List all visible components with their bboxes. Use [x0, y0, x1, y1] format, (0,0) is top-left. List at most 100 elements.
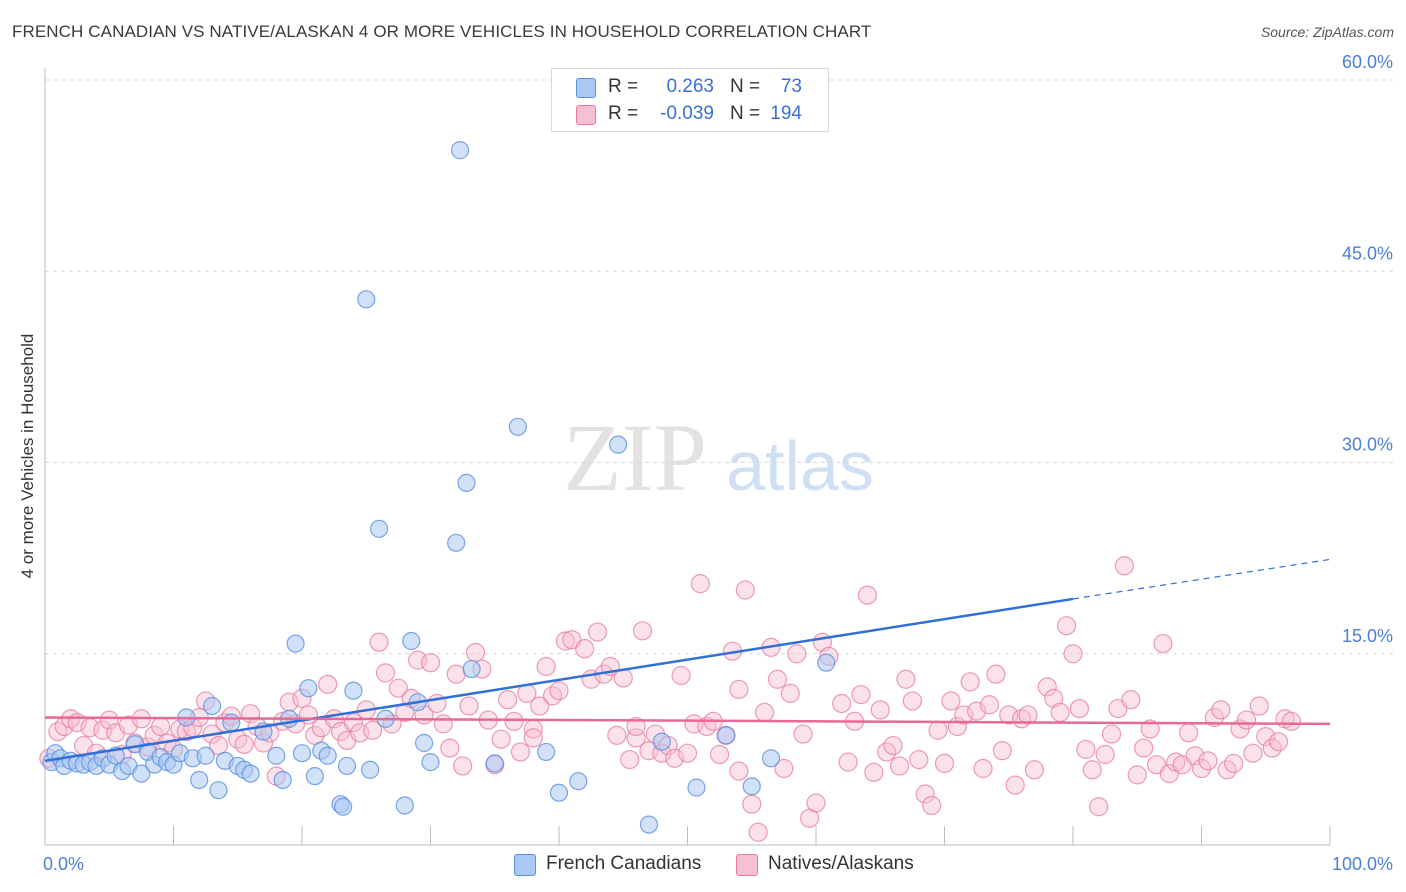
n-value: 73: [780, 76, 802, 97]
data-point-natives-alaskans: [787, 644, 807, 664]
data-point-natives-alaskans: [960, 672, 980, 692]
data-point-french-canadians: [305, 767, 324, 786]
data-point-natives-alaskans: [530, 696, 550, 716]
data-point-french-canadians: [370, 519, 389, 538]
n-label: N =: [730, 76, 761, 97]
data-point-french-canadians: [337, 756, 357, 776]
data-point-french-canadians: [318, 746, 337, 765]
data-point-french-canadians: [742, 777, 761, 796]
stats-row-blue: R = 0.263 N = 73: [552, 74, 828, 100]
data-point-french-canadians: [485, 754, 504, 773]
data-point-natives-alaskans: [607, 725, 627, 745]
data-point-natives-alaskans: [806, 793, 826, 813]
data-point-natives-alaskans: [690, 574, 710, 594]
x-tick-label: 0.0%: [43, 854, 84, 874]
data-point-natives-alaskans: [1095, 744, 1115, 765]
data-point-natives-alaskans: [1082, 760, 1102, 780]
data-point-natives-alaskans: [375, 663, 396, 683]
data-point-natives-alaskans: [498, 690, 518, 710]
data-point-natives-alaskans: [1044, 688, 1064, 708]
data-point-natives-alaskans: [710, 744, 730, 765]
y-tick-label: 45.0%: [1342, 243, 1393, 263]
data-point-natives-alaskans: [979, 695, 1000, 715]
legend-swatch-blue: [514, 854, 536, 876]
n-value: 194: [770, 103, 802, 124]
data-point-french-canadians: [817, 653, 836, 672]
data-point-natives-alaskans: [1191, 758, 1212, 779]
data-point-french-canadians: [687, 778, 706, 797]
data-point-natives-alaskans: [491, 729, 511, 749]
data-point-french-canadians: [414, 733, 434, 753]
data-point-natives-alaskans: [832, 693, 852, 714]
data-point-natives-alaskans: [1256, 727, 1276, 747]
data-point-natives-alaskans: [1198, 751, 1218, 771]
data-point-natives-alaskans: [1121, 690, 1141, 710]
data-point-natives-alaskans: [1243, 743, 1263, 763]
data-point-natives-alaskans: [774, 758, 794, 779]
data-point-natives-alaskans: [48, 721, 68, 742]
data-point-natives-alaskans: [767, 669, 788, 689]
data-point-french-canadians: [190, 770, 209, 790]
data-point-natives-alaskans: [1204, 707, 1224, 728]
data-point-french-canadians: [132, 764, 151, 783]
data-point-natives-alaskans: [151, 716, 171, 737]
r-label: R =: [608, 103, 639, 124]
data-point-french-canadians: [222, 713, 241, 732]
data-point-natives-alaskans: [1281, 711, 1302, 731]
legend-swatch-pink: [736, 854, 758, 876]
data-point-natives-alaskans: [922, 795, 942, 816]
data-point-french-canadians: [196, 746, 215, 765]
legend-label: Natives/Alaskans: [768, 853, 914, 874]
data-point-natives-alaskans: [626, 716, 646, 737]
watermark-atlas: atlas: [726, 427, 874, 505]
data-point-natives-alaskans: [369, 632, 389, 652]
data-point-french-canadians: [209, 781, 228, 800]
data-point-natives-alaskans: [889, 756, 910, 776]
data-point-natives-alaskans: [1005, 775, 1025, 795]
data-point-french-canadians: [361, 760, 380, 779]
data-point-natives-alaskans: [896, 669, 916, 689]
stats-row-pink: R = -0.039 N = 194: [552, 101, 828, 127]
data-point-natives-alaskans: [1037, 677, 1057, 697]
data-point-natives-alaskans: [542, 686, 563, 706]
watermark-zip: ZIP: [563, 404, 707, 511]
data-point-natives-alaskans: [234, 734, 254, 754]
y-tick-label: 60.0%: [1342, 52, 1393, 72]
data-point-natives-alaskans: [742, 794, 762, 814]
r-value: 0.263: [666, 76, 714, 97]
data-point-natives-alaskans: [420, 653, 441, 673]
data-point-natives-alaskans: [729, 679, 749, 700]
data-point-french-canadians: [334, 797, 353, 816]
data-point-natives-alaskans: [555, 631, 576, 651]
data-point-natives-alaskans: [1153, 633, 1173, 654]
data-point-natives-alaskans: [864, 762, 884, 782]
data-point-natives-alaskans: [446, 664, 466, 684]
data-point-french-canadians: [569, 772, 588, 791]
data-point-natives-alaskans: [986, 664, 1006, 684]
data-point-natives-alaskans: [1134, 738, 1154, 758]
data-point-natives-alaskans: [1101, 724, 1122, 744]
data-point-natives-alaskans: [851, 684, 871, 705]
r-label: R =: [608, 76, 639, 97]
data-point-natives-alaskans: [575, 639, 595, 659]
data-point-natives-alaskans: [954, 705, 974, 725]
data-point-natives-alaskans: [523, 728, 543, 748]
data-point-natives-alaskans: [677, 743, 698, 763]
data-point-natives-alaskans: [992, 741, 1012, 761]
source-label: Source: ZipAtlas.com: [1260, 24, 1394, 40]
data-point-french-canadians: [292, 744, 312, 763]
data-point-french-canadians: [609, 435, 628, 454]
data-point-natives-alaskans: [1211, 700, 1231, 720]
data-point-natives-alaskans: [626, 728, 646, 748]
data-point-natives-alaskans: [1224, 753, 1244, 774]
data-point-french-canadians: [402, 631, 421, 651]
legend-label: French Canadians: [546, 853, 702, 874]
data-point-french-canadians: [716, 726, 736, 745]
data-point-french-canadians: [457, 473, 476, 492]
data-point-french-canadians: [267, 746, 286, 765]
data-point-natives-alaskans: [318, 674, 338, 694]
data-point-natives-alaskans: [459, 696, 479, 716]
data-point-natives-alaskans: [909, 749, 929, 770]
trend-line-french-canadians-extension: [1072, 558, 1331, 600]
data-point-french-canadians: [202, 696, 222, 716]
